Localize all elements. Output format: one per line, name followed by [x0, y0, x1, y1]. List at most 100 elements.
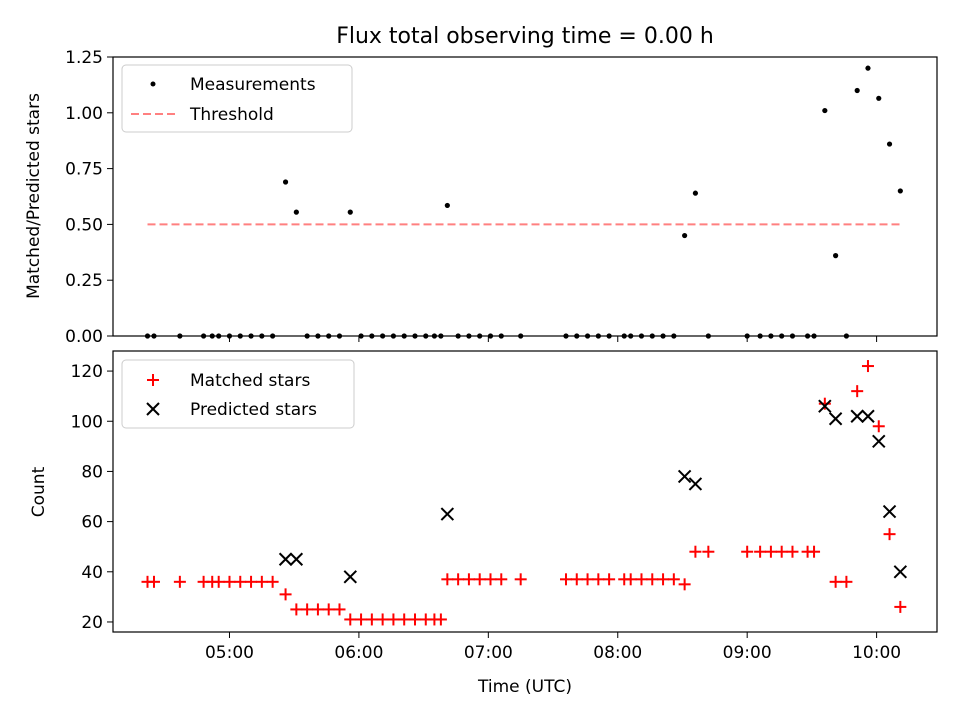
matched-star-point — [387, 613, 400, 626]
matched-star-point — [255, 575, 268, 588]
legend-matched-marker — [147, 374, 159, 386]
measurement-point — [692, 190, 699, 196]
matched-star-point — [452, 573, 465, 586]
measurement-point — [833, 253, 839, 259]
top-panel: Matched/Predicted stars 0.00 0.25 0.50 0.75… — [24, 48, 938, 347]
x-tick-label: 09:00 — [723, 643, 772, 663]
matched-star-point — [646, 573, 659, 586]
matched-star-point — [754, 545, 767, 558]
matched-star-point — [808, 545, 821, 558]
y-tick-label: 40 — [81, 563, 103, 583]
legend-measurements-marker — [150, 81, 156, 87]
measurement-point — [347, 209, 353, 215]
matched-star-point — [689, 545, 702, 558]
chart-title: Flux total observing time = 0.00 h — [336, 24, 714, 49]
matched-star-point — [301, 603, 314, 616]
matched-star-point — [398, 613, 411, 626]
matched-star-point — [657, 573, 670, 586]
matched-star-point — [245, 575, 258, 588]
matched-star-point — [355, 613, 368, 626]
matched-star-point — [434, 613, 447, 626]
predicted-star-point — [440, 507, 455, 521]
x-tick-label: 06:00 — [334, 643, 383, 663]
matched-star-point — [344, 613, 357, 626]
y-tick-label: 1.25 — [65, 48, 103, 68]
matched-star-point — [786, 545, 799, 558]
bottom-legend: Matched stars Predicted stars — [121, 359, 355, 429]
predicted-star-point — [278, 552, 293, 566]
matched-star-point — [279, 588, 292, 601]
predicted-star-point — [850, 409, 864, 423]
x-tick-label: 08:00 — [593, 643, 642, 663]
matched-star-point — [473, 573, 486, 586]
bottom-legend-box — [121, 359, 355, 429]
y-tick-label: 0.25 — [65, 271, 103, 291]
measurement-point — [897, 188, 903, 194]
matched-star-point — [775, 545, 788, 558]
predicted-star-point — [861, 409, 875, 423]
x-tick-label: 10:00 — [852, 643, 901, 663]
matched-star-point — [624, 573, 637, 586]
matched-star-point — [311, 603, 324, 616]
matched-star-point — [333, 603, 346, 616]
bottom-x-ticks: 05:00 06:00 07:00 08:00 09:00 10:00 — [205, 632, 901, 663]
top-plot-frame — [112, 56, 938, 337]
measurement-point — [854, 87, 860, 94]
matched-star-point — [484, 573, 497, 586]
predicted-star-point — [343, 570, 357, 584]
matched-star-point — [829, 575, 842, 588]
top-legend: Measurements Threshold — [121, 64, 353, 133]
matched-star-point — [818, 397, 831, 410]
matched-star-point — [581, 573, 594, 586]
legend-predicted-label: Predicted stars — [190, 400, 317, 420]
matched-star-point — [667, 573, 680, 586]
predicted-star-point — [893, 565, 908, 579]
y-tick-label: 100 — [71, 412, 103, 432]
matched-stars-series — [141, 360, 907, 626]
top-legend-box — [121, 64, 353, 133]
legend-matched-label: Matched stars — [190, 371, 310, 391]
matched-star-point — [495, 573, 508, 586]
top-y-ticks: 0.00 0.25 0.50 0.75 1.00 1.25 — [65, 48, 113, 347]
matched-star-point — [290, 603, 303, 616]
matched-star-point — [702, 545, 715, 558]
matched-star-point — [764, 545, 777, 558]
bottom-plot-frame — [112, 350, 938, 633]
matched-star-point — [840, 575, 853, 588]
legend-predicted-marker — [146, 402, 160, 416]
y-tick-label: 60 — [81, 513, 103, 533]
predicted-star-point — [677, 469, 692, 484]
matched-star-point — [173, 575, 186, 588]
predicted-star-point — [289, 552, 304, 566]
top-y-axis-label: Matched/Predicted stars — [24, 93, 44, 299]
measurement-point — [444, 202, 450, 209]
predicted-star-point — [818, 399, 832, 413]
y-tick-label: 20 — [81, 613, 103, 633]
predicted-stars-series — [278, 399, 908, 584]
matched-star-point — [223, 575, 236, 588]
matched-star-point — [851, 385, 864, 398]
y-tick-label: 1.00 — [65, 104, 103, 124]
matched-star-point — [441, 573, 454, 586]
y-tick-label: 0.75 — [65, 160, 103, 180]
bottom-y-axis-label: Count — [29, 466, 49, 517]
predicted-star-point — [828, 412, 843, 426]
matched-star-point — [365, 613, 378, 626]
matched-star-point — [883, 528, 896, 541]
y-tick-label: 120 — [71, 362, 103, 382]
y-tick-label: 0.50 — [65, 215, 103, 235]
x-tick-label: 07:00 — [464, 643, 513, 663]
matched-star-point — [861, 360, 874, 373]
matched-star-point — [408, 613, 421, 626]
measurement-point — [682, 232, 688, 239]
matched-star-point — [212, 575, 225, 588]
matched-star-point — [592, 573, 605, 586]
x-axis-label: Time (UTC) — [477, 677, 572, 697]
matched-star-point — [514, 573, 527, 586]
matched-star-point — [678, 578, 691, 591]
measurement-point — [876, 95, 882, 101]
matched-star-point — [603, 573, 616, 586]
predicted-star-point — [872, 434, 886, 449]
legend-threshold-label: Threshold — [189, 105, 274, 125]
